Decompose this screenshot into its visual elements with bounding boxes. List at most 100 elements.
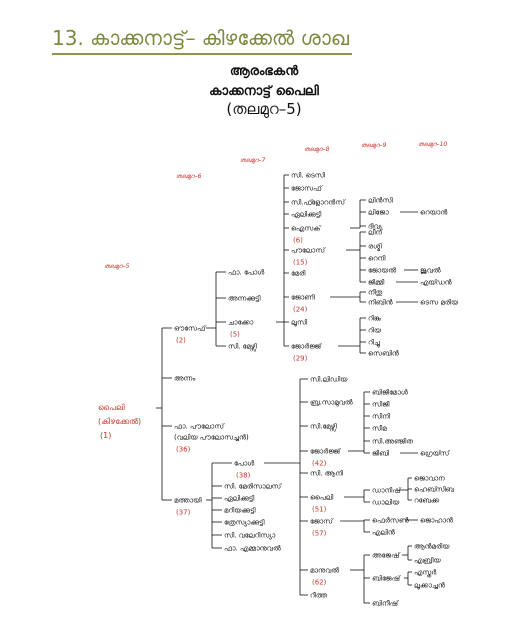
g9-person-name: ലീന bbox=[368, 229, 383, 237]
g8-person-name: ബ്ര.സാമുവൽ bbox=[310, 399, 353, 408]
g9-person-name: അജേഷ് bbox=[372, 552, 401, 560]
g9-person-name: നിബിൻ bbox=[368, 299, 393, 307]
g7-person-name: മറിയക്കുട്ടി bbox=[224, 507, 256, 515]
g8-person-number: (57) bbox=[312, 530, 327, 538]
g10-person: ടെസ മരിയ bbox=[420, 299, 459, 307]
g7-person-name: ചാക്കോ bbox=[228, 319, 254, 327]
g7-person-name: സി. മേരിസാലസ് bbox=[224, 483, 283, 491]
root-number: (1) bbox=[100, 431, 111, 440]
g9-person-name: ബിജേഷ് bbox=[372, 575, 401, 583]
g9-person-name: രശ്മി bbox=[368, 243, 382, 252]
g8-person-name: സി. ആനി bbox=[310, 470, 344, 478]
g9-person-name: സിനി bbox=[372, 413, 390, 421]
g10-person: എയ്ഡൻ bbox=[420, 279, 452, 287]
g8-person-name: സി.മേഴ്സി bbox=[310, 423, 337, 433]
g7-person-number: (5) bbox=[230, 331, 240, 339]
g8-person-number: (42) bbox=[312, 460, 327, 468]
g8-person-number: (29) bbox=[293, 355, 308, 363]
g7-person-name: അന്നക്കുട്ടി bbox=[228, 295, 261, 303]
g8-person-name: ജോസഫ് bbox=[291, 185, 323, 193]
g9-person-name: നീതു bbox=[368, 289, 383, 297]
g8-person-name: ജോർജ്ജ് bbox=[291, 343, 323, 351]
g7-person-name: പോൾ bbox=[234, 460, 255, 468]
g10-person: ജൊഹാൻ bbox=[420, 517, 453, 525]
g9-person-name: ലൂക്കാച്ചൻ bbox=[414, 582, 445, 591]
g8-person-name: ജോണി bbox=[291, 294, 315, 302]
g7-person-number: (38) bbox=[236, 472, 251, 480]
g8-person-name: സി.ലിഡിയ bbox=[310, 376, 348, 384]
g8-person-name: ഏലിക്കുട്ടി bbox=[291, 211, 322, 219]
g9-person-name: സി.അഞ്ജിത bbox=[372, 438, 413, 446]
founder-generation: (തലമുറ–5) bbox=[226, 100, 302, 118]
g6-person-name-2: (വലിയ പൗലോസച്ചൻ) bbox=[174, 434, 249, 442]
g9-person-name: സീമ bbox=[372, 425, 387, 433]
founder-name: കാക്കനാട്ട് പൈലി bbox=[209, 84, 319, 99]
g9-person-name: റെനി bbox=[368, 255, 386, 263]
g9-person-name: ഹെബ്സിബ bbox=[414, 486, 455, 494]
g9-person-name: സിജി bbox=[372, 401, 390, 409]
root-subname: (കിഴക്കേൽ) bbox=[98, 417, 141, 426]
g9-person-name: ജിബി bbox=[372, 450, 390, 458]
g9-person-name: എസ്തർ bbox=[414, 569, 436, 578]
g9-person-name: ഡാലിയ bbox=[372, 499, 400, 507]
g8-person-name: സി.ഫ്ളോറൻസ് bbox=[291, 199, 346, 207]
generation-label: തലമുറ–6 bbox=[176, 173, 202, 180]
g9-person-name: ഫെർസൺ bbox=[372, 517, 409, 525]
g7-person-name: സി. മേഴ്സി bbox=[228, 343, 257, 353]
g9-person-name: ബിജിമോൾ bbox=[372, 389, 409, 397]
g7-person-name: ഫാ. എമ്മാനുവൽ bbox=[224, 545, 281, 553]
g9-person-name: ജൊവാന bbox=[414, 475, 445, 483]
g7-person-name: ഏലിക്കുട്ടി bbox=[224, 495, 255, 503]
g8-person-name: ജോർജ്ജ് bbox=[310, 448, 342, 456]
g10-person: ജുവൽ bbox=[420, 267, 441, 275]
g8-person-name: പൗലോസ് bbox=[291, 247, 326, 255]
g8-person-number: (62) bbox=[312, 579, 327, 587]
g10-person: റെയാൻ bbox=[420, 209, 447, 217]
g6-person-name: അന്നം bbox=[174, 375, 195, 383]
generation-label: തലമുറ–9 bbox=[361, 142, 387, 149]
g9-person-name: റബേക്ക bbox=[414, 497, 440, 505]
g9-person-name: റിയ bbox=[368, 327, 382, 335]
title-underline bbox=[52, 53, 352, 55]
g9-person-name: ജിമ്മി bbox=[368, 279, 385, 287]
g9-person-name: എലിൻ bbox=[372, 529, 395, 537]
g6-person-number: (37) bbox=[176, 509, 191, 517]
g8-person-name: ഐസക് bbox=[291, 225, 322, 233]
g6-person-number: (36) bbox=[176, 446, 191, 454]
page-title: 13. കാക്കനാട്ട്– കിഴക്കേൽ ശാഖ bbox=[52, 26, 349, 50]
generation-label: തലമുറ–8 bbox=[304, 146, 330, 153]
g6-person-number: (2) bbox=[176, 337, 186, 345]
g9-person-name: ബിനീഷ് bbox=[372, 600, 399, 608]
g9-person-name: സെബിൻ bbox=[368, 350, 399, 358]
g8-person-name: സി. ടെസി bbox=[291, 172, 325, 180]
g8-person-name: റീത്ത bbox=[310, 592, 328, 600]
g8-person-number: (6) bbox=[293, 237, 303, 245]
g9-person-name: ജോയൽ bbox=[368, 267, 396, 275]
g8-person-name: മേരി bbox=[291, 270, 306, 278]
g8-person-name: ജോസ് bbox=[310, 518, 334, 526]
g8-person-name: പൈലി bbox=[310, 494, 334, 502]
g10-person: ഗ്രെയ്സ് bbox=[420, 450, 451, 458]
g9-person-name: ഡാനിഷ് bbox=[372, 487, 402, 495]
g8-person-number: (15) bbox=[293, 259, 308, 267]
g8-person-name: ലൂസി bbox=[291, 319, 308, 328]
generation-label: തലമുറ–10 bbox=[418, 141, 447, 148]
g6-person-name: മത്തായി bbox=[174, 497, 202, 505]
g7-person-name: ഫാ. പോൾ bbox=[228, 269, 265, 277]
g9-person-name: ലിൻസി bbox=[368, 197, 393, 205]
g8-person-number: (51) bbox=[312, 506, 327, 514]
g9-person-name: ആൻമരിയ bbox=[414, 543, 450, 551]
generation-label: തലമുറ–7 bbox=[240, 157, 266, 164]
g9-person-name: ലിജോ bbox=[368, 209, 389, 217]
g7-person-name: സി. വലേറിസ്യാ bbox=[224, 532, 276, 540]
generation-label: തലമുറ–5 bbox=[104, 263, 130, 270]
g8-person-name: മാനുവൽ bbox=[310, 567, 339, 575]
g9-person-name: എബ്രിയ bbox=[414, 557, 441, 565]
g9-person-name: റിങ്കു bbox=[368, 315, 381, 323]
g9-person-name: ദിവ്യ bbox=[368, 223, 383, 231]
g6-person-name: ഫാ. പൗലോസ് bbox=[174, 423, 225, 431]
founder-label: ആരംഭകൻ bbox=[229, 64, 299, 79]
g6-person-name: ഔസേഫ് bbox=[174, 325, 207, 333]
root-name: പൈലി bbox=[98, 403, 125, 412]
